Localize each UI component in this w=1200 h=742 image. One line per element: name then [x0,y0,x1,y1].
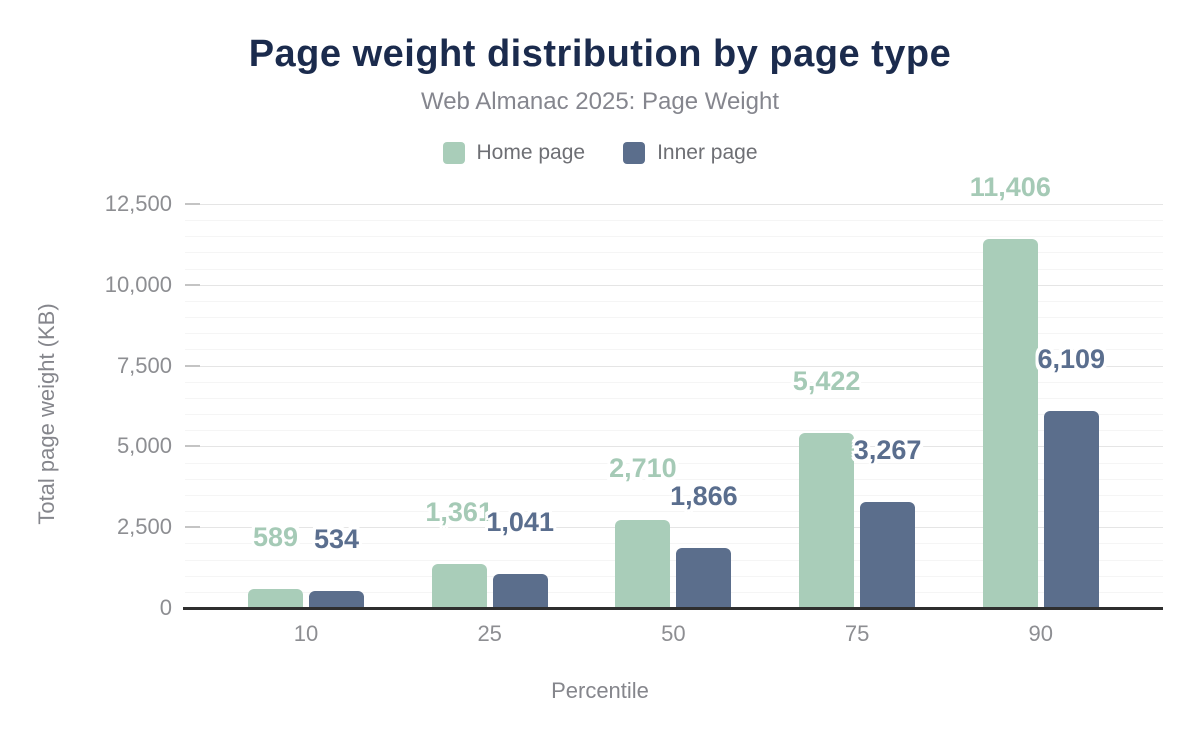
gridline-major [185,204,1163,205]
gridline-minor [185,543,1163,545]
bar-inner-page[interactable] [492,574,548,608]
x-axis-line [183,606,1163,610]
y-tick-label: 12,500 [104,191,172,216]
gridline-minor [185,559,1163,561]
bar-home-page[interactable] [799,432,855,608]
legend-swatch-home-page [442,142,465,164]
legend-item-inner-page[interactable]: Inner page [623,141,758,165]
gridline-minor [185,252,1163,254]
x-tick-label: 75 [844,621,870,646]
value-label-inner-page: 6,109 [1037,343,1106,374]
x-tick-label: 90 [1028,621,1054,646]
gridline-major [185,527,1163,529]
gridline-minor [185,220,1163,222]
gridline-minor [185,236,1163,238]
value-label-inner-page: 3,267 [853,435,922,466]
y-tick-label: 0 [159,595,172,620]
value-label-home-page: 11,406 [969,172,1051,203]
gridline-major [185,284,1163,286]
y-tick-mark [185,283,200,286]
y-tick-mark [185,526,200,529]
chart-title: Page weight distribution by page type [248,33,952,75]
gridline-minor [185,575,1163,577]
gridline-minor [185,462,1163,464]
x-tick-label: 25 [477,621,502,646]
gridline-minor [185,591,1163,593]
legend-item-home-page[interactable]: Home page [442,141,586,165]
legend-label-home-page: Home page [476,141,586,164]
y-tick-label: 7,500 [116,352,172,378]
gridline-minor [185,494,1163,496]
bar-home-page[interactable] [982,239,1038,608]
gridline-major [185,365,1163,367]
legend-swatch-inner-page [623,142,646,164]
chart-subtitle: Web Almanac 2025: Page Weight [420,88,779,115]
gridline-minor [185,511,1163,513]
gridline-minor [185,300,1163,302]
value-label-home-page: 1,361 [425,497,493,527]
bar-inner-page[interactable] [676,547,732,608]
value-label-home-page: 589 [252,521,299,552]
x-tick-label: 10 [293,621,319,646]
legend: Home page Inner page [0,141,1200,165]
y-tick-label: 5,000 [116,433,172,459]
bar-home-page[interactable] [431,564,487,608]
bar-inner-page[interactable] [1043,410,1099,608]
bar-home-page[interactable] [615,520,671,608]
value-label-inner-page: 1,041 [486,507,554,538]
x-axis-title: Percentile [551,678,649,703]
value-label-inner-page: 534 [313,523,360,554]
bar-inner-page[interactable] [309,590,364,608]
gridline-minor [185,268,1163,270]
y-tick-label: 2,500 [116,514,172,540]
legend-label-inner-page: Inner page [657,141,758,164]
value-label-home-page: 5,422 [792,365,861,396]
gridline-major [185,446,1163,448]
x-tick-label: 50 [661,621,686,646]
gridline-minor [185,430,1163,432]
gridline-minor [185,333,1163,335]
value-label-home-page: 2,710 [609,453,677,484]
gridline-minor [185,381,1163,383]
y-tick-mark [185,364,200,367]
y-tick-mark [185,445,200,448]
gridline-minor [185,349,1163,351]
value-label-inner-page: 1,866 [670,480,738,511]
gridline-minor [185,317,1163,319]
y-tick-label: 10,000 [104,271,172,297]
y-axis-title: Total page weight (KB) [34,303,59,525]
gridline-minor [185,397,1163,399]
bar-home-page[interactable] [248,588,303,608]
gridline-minor [185,478,1163,480]
gridline-minor [185,414,1163,416]
bar-inner-page[interactable] [860,502,916,608]
y-tick-mark [185,203,200,205]
